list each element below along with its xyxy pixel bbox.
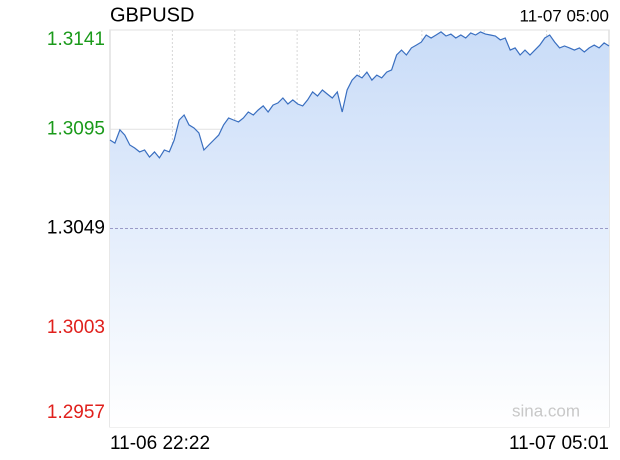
y-tick-label: 1.3141	[47, 29, 105, 50]
x-tick-label: 11-07 05:01	[509, 433, 609, 454]
area	[110, 31, 609, 428]
y-tick-label: 1.3003	[47, 317, 105, 338]
y-tick-label: 1.2957	[47, 402, 105, 423]
y-tick-label: 1.3049	[47, 218, 105, 239]
update-time: 11-07 05:00	[520, 6, 609, 25]
price-line	[109, 31, 610, 159]
x-tick-label: 11-06 22:22	[110, 433, 210, 454]
watermark: sina.com	[512, 401, 580, 420]
y-tick-label: 1.3095	[47, 118, 105, 139]
chart-title: GBPUSD	[110, 4, 194, 26]
